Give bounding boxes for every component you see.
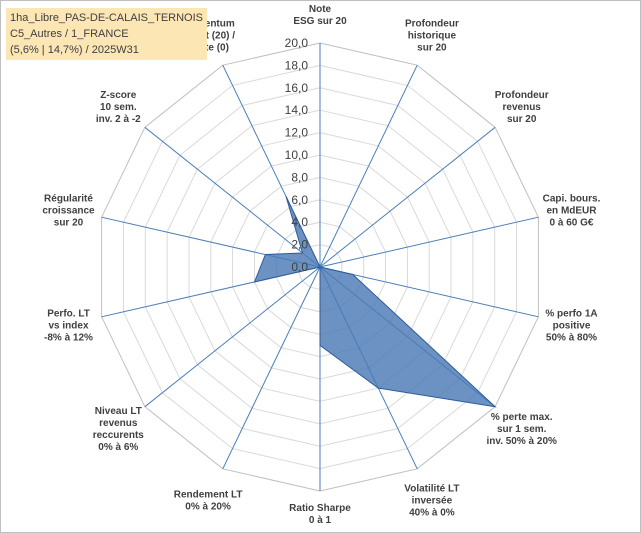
axis-spoke <box>144 126 321 268</box>
axis-label-line: Achat (20) / <box>181 31 235 42</box>
axis-label: Capi. bours. en MdEUR 0 à 60 G€ <box>543 194 601 229</box>
axis-spoke <box>319 266 539 318</box>
axis-label: % perfo 1A positive 50% à 80% <box>545 308 597 343</box>
axis-labels: Note ESG sur 20 Profondeur historique sur 20… <box>42 4 600 526</box>
series-area <box>253 196 497 408</box>
axis-label-line: sur 20 <box>417 43 447 54</box>
axis-label-line: -8% à 12% <box>44 332 93 343</box>
axis-label-line: 0% à 20% <box>185 501 231 512</box>
axis-label-line: revenus <box>503 102 542 113</box>
axis-label-line: Ratio Sharpe <box>289 503 351 514</box>
axis-label-line: Perfo. LT <box>47 308 90 319</box>
axis-label-line: Profondeur <box>405 19 459 30</box>
axis-label-line: 0 à 1 <box>309 515 332 526</box>
axis-label: Profondeur historique sur 20 <box>405 19 459 54</box>
axis-label-line: Z-score <box>100 90 137 101</box>
chart-title-box: 1ha_Libre_PAS-DE-CALAIS_TERNOIS C5_Autre… <box>6 8 207 60</box>
tick-label: 18,0 <box>285 58 309 72</box>
tick-label: 12,0 <box>285 126 309 140</box>
axis-label-line: revenus <box>99 418 138 429</box>
axis-spoke <box>319 64 418 268</box>
axis-label: Note ESG sur 20 <box>293 4 347 27</box>
axis-label: Profondeur revenus sur 20 <box>495 90 549 125</box>
axis-label: Volatilité LT inversée 40% à 0% <box>404 483 459 518</box>
title-line: C5_Autres / 1_FRANCE <box>10 28 129 40</box>
axis-label-line: 50% à 80% <box>546 332 597 343</box>
axis-label-line: sur 20 <box>507 114 537 125</box>
axis-label-line: vs index <box>48 320 88 331</box>
tick-label: 0,0 <box>291 260 308 274</box>
axis-label-line: en MdEUR <box>547 206 598 217</box>
axis-label-line: historique <box>408 31 457 42</box>
axis-label: Z-score 10 sem. inv. 2 à -2 <box>96 90 141 125</box>
axis-label-line: sur 20 <box>54 218 84 229</box>
axis-spoke <box>319 126 496 268</box>
axis-spoke <box>144 266 321 408</box>
axis-label-line: Capi. bours. <box>543 194 601 205</box>
radial-tick-labels: 0,0 2,0 4,0 6,0 8,0 10,0 12,0 14,0 16,0 18,0 20,0 <box>285 36 309 274</box>
axis-label-line: sur 1 sem. <box>497 424 547 435</box>
axis-label: Régularité croissance sur 20 <box>42 194 95 229</box>
axis-label-line: inv. 50% à 20% <box>486 436 557 447</box>
axis-label-line: Vente (0) <box>187 43 229 54</box>
axis-label-line: Volatilité LT <box>404 483 459 494</box>
axis-label-line: % perte max. <box>491 412 553 423</box>
title-line: 1ha_Libre_PAS-DE-CALAIS_TERNOIS <box>10 12 203 24</box>
axis-label: % perte max. sur 1 sem. inv. 50% à 20% <box>486 412 557 447</box>
axis-label-line: Note <box>309 4 332 15</box>
tick-label: 2,0 <box>291 238 308 252</box>
axis-label-line: ESG sur 20 <box>293 16 347 27</box>
tick-label: 6,0 <box>291 193 308 207</box>
axis-label-line: Rendement LT <box>174 489 243 500</box>
tick-label: 14,0 <box>285 103 309 117</box>
tick-label: 8,0 <box>291 170 308 184</box>
axis-label: Ratio Sharpe 0 à 1 <box>289 503 351 526</box>
axis-label-line: inv. 2 à -2 <box>96 114 141 125</box>
axis-label-line: reccurents <box>93 430 145 441</box>
axis-spoke <box>319 216 539 268</box>
tick-label: 10,0 <box>285 148 309 162</box>
axis-spoke <box>222 266 321 470</box>
axis-label-line: 0% à 6% <box>98 442 138 453</box>
axis-label-line: % perfo 1A <box>545 308 597 319</box>
tick-label: 20,0 <box>285 36 309 50</box>
axis-label-line: 10 sem. <box>100 102 137 113</box>
axis-label-line: 0 à 60 G€ <box>550 218 594 229</box>
axis-label-line: inversée <box>412 495 453 506</box>
axis-label-line: positive <box>553 320 591 331</box>
axis-label-line: Niveau LT <box>95 406 142 417</box>
axis-label-line: Profondeur <box>495 90 549 101</box>
axis-label-line: Régularité <box>44 194 93 205</box>
axis-label: Niveau LT revenus reccurents 0% à 6% <box>93 406 145 453</box>
axis-label-line: croissance <box>42 206 95 217</box>
radar-series <box>253 196 497 408</box>
axis-label: Momentum Achat (20) / Vente (0) <box>181 19 235 54</box>
axis-label: Rendement LT 0% à 20% <box>174 489 243 512</box>
tick-label: 16,0 <box>285 81 309 95</box>
axis-label-line: Momentum <box>181 19 234 30</box>
title-line: (5,6% | 14,7%) / 2025W31 <box>10 44 139 56</box>
tick-label: 4,0 <box>291 215 308 229</box>
axis-label-line: 40% à 0% <box>409 507 455 518</box>
axis-label: Perfo. LT vs index -8% à 12% <box>44 308 93 343</box>
